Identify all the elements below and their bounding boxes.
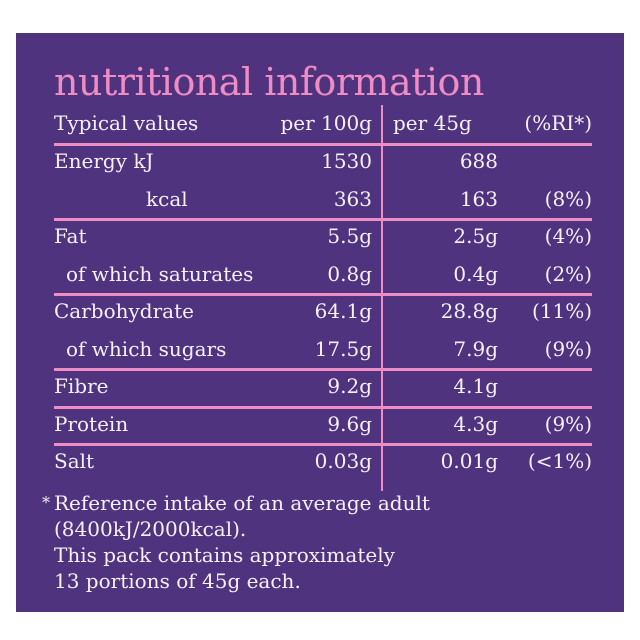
table-row: kcal 363 163 (8%) — [146, 186, 592, 211]
table-row: Energy kJ 1530 688 — [54, 149, 498, 173]
table-row: Protein 9.6g 4.3g (9%) — [54, 411, 592, 436]
column-divider — [381, 105, 383, 491]
panel-title: nutritional information — [54, 60, 484, 104]
header-label: Typical values — [54, 111, 199, 135]
divider — [54, 218, 592, 221]
asterisk: * — [42, 493, 50, 512]
table-header: Typical values per 100g per 45g (%RI*) — [54, 103, 592, 143]
divider — [54, 293, 592, 296]
header-ri: (%RI*) — [524, 111, 592, 135]
table-row: Fibre 9.2g 4.1g — [54, 374, 498, 398]
table-row: of which sugars 17.5g 7.9g (9%) — [66, 336, 592, 361]
table-row: Salt 0.03g 0.01g (<1%) — [54, 449, 592, 473]
nutrition-table: Typical values per 100g per 45g (%RI*) E… — [54, 103, 592, 491]
table-row: Fat 5.5g 2.5g (4%) — [54, 224, 592, 248]
divider — [54, 405, 592, 409]
divider — [54, 368, 592, 371]
table-row: of which saturates 0.8g 0.4g (2%) — [66, 261, 592, 286]
header-per100: per 100g — [280, 111, 372, 135]
header-per45: per 45g — [393, 111, 472, 135]
divider — [54, 443, 592, 446]
table-row: Carbohydrate 64.1g 28.8g (11%) — [54, 299, 592, 323]
nutrition-panel: nutritional information Typical values p… — [16, 33, 624, 612]
divider — [54, 143, 592, 146]
footnote: * Reference intake of an average adult (8… — [42, 491, 430, 593]
